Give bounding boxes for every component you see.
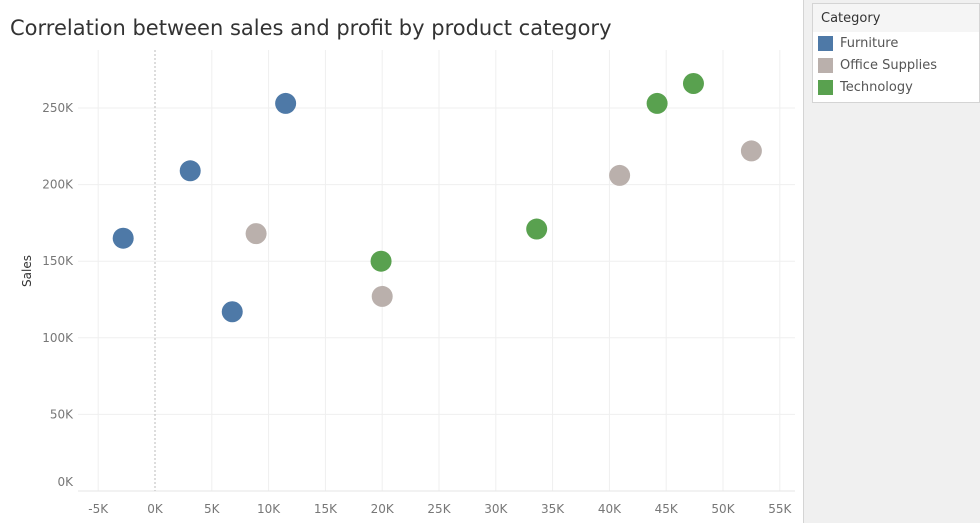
legend-label: Technology [840,79,913,95]
x-tick-label: 15K [314,502,338,516]
y-tick-label: 0K [57,475,74,489]
x-tick-label: 5K [204,502,221,516]
x-tick-label: 0K [147,502,164,516]
data-point-furniture [112,227,134,249]
data-point-technology [682,72,704,94]
x-tick-label: 10K [257,502,281,516]
y-tick-label: 100K [42,331,74,345]
chart-title: Correlation between sales and profit by … [10,16,612,40]
y-tick-label: 50K [50,407,74,421]
legend: Category Furniture Office Supplies Techn… [812,3,980,103]
x-tick-label: 20K [371,502,395,516]
chart-panel: Correlation between sales and profit by … [0,0,804,523]
x-tick-label: -5K [88,502,109,516]
data-point-technology [646,92,668,114]
scatter-plot: -5K 0K 5K 10K 15K 20K 25K 30K 35K 40K 45K 50K 55K 0K 5… [20,50,795,516]
data-point-office-supplies [245,223,267,245]
legend-item-furniture[interactable]: Furniture [813,32,979,54]
x-tick-label: 40K [598,502,622,516]
y-tick-label: 200K [42,178,74,192]
legend-swatch [818,57,833,73]
legend-label: Office Supplies [840,57,938,73]
y-axis-label: Sales [20,255,34,287]
legend-item-office-supplies[interactable]: Office Supplies [813,54,979,76]
legend-swatch [818,79,833,95]
data-point-technology [526,218,548,240]
data-point-technology [370,250,392,272]
data-point-furniture [221,301,243,323]
y-tick-label: 250K [42,101,74,115]
legend-label: Furniture [840,35,899,51]
legend-swatch [818,35,833,51]
x-tick-label: 35K [541,502,565,516]
x-tick-label: 25K [427,502,451,516]
legend-item-technology[interactable]: Technology [813,76,979,98]
x-tick-label: 45K [655,502,679,516]
data-point-office-supplies [371,285,393,307]
data-point-furniture [275,92,297,114]
x-tick-label: 50K [711,502,735,516]
x-tick-label: 55K [768,502,792,516]
legend-title: Category [813,4,979,32]
data-point-furniture [179,160,201,182]
data-point-office-supplies [609,164,631,186]
y-tick-label: 150K [42,254,74,268]
data-point-office-supplies [740,140,762,162]
x-tick-label: 30K [484,502,508,516]
